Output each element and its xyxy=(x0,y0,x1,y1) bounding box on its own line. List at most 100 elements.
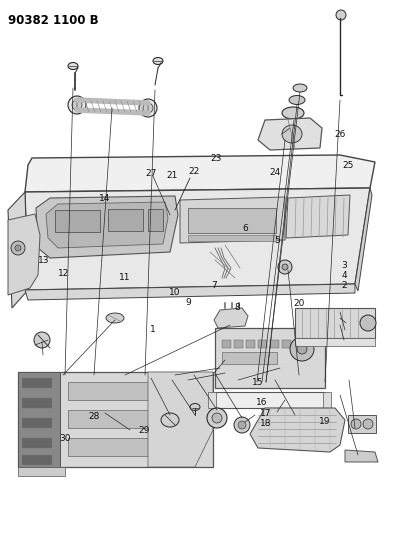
Bar xyxy=(22,438,52,448)
Bar xyxy=(295,338,375,346)
Ellipse shape xyxy=(289,95,305,104)
Circle shape xyxy=(143,103,153,113)
Text: 27: 27 xyxy=(146,169,157,177)
Bar xyxy=(208,392,216,408)
Circle shape xyxy=(11,241,25,255)
Bar xyxy=(68,382,198,400)
Text: 17: 17 xyxy=(260,409,272,417)
Bar xyxy=(215,392,325,408)
Text: 19: 19 xyxy=(319,417,331,425)
Circle shape xyxy=(139,99,157,117)
Bar xyxy=(68,410,198,428)
Circle shape xyxy=(68,96,86,114)
Ellipse shape xyxy=(282,125,302,143)
Circle shape xyxy=(360,315,376,331)
Circle shape xyxy=(363,419,373,429)
Bar xyxy=(348,415,376,433)
Text: 23: 23 xyxy=(210,155,221,163)
Bar xyxy=(22,418,52,428)
Bar xyxy=(22,398,52,408)
Text: 14: 14 xyxy=(99,195,110,203)
Polygon shape xyxy=(148,372,213,467)
Ellipse shape xyxy=(190,403,200,410)
Text: 1: 1 xyxy=(150,325,155,334)
Text: 20: 20 xyxy=(293,300,305,308)
Text: 29: 29 xyxy=(139,426,150,435)
Polygon shape xyxy=(25,284,355,300)
Bar xyxy=(215,328,325,388)
Circle shape xyxy=(238,421,246,429)
Circle shape xyxy=(34,332,50,348)
Text: 8: 8 xyxy=(235,303,240,311)
Circle shape xyxy=(212,413,222,423)
Text: 2: 2 xyxy=(342,281,347,289)
Text: 12: 12 xyxy=(58,269,69,278)
Ellipse shape xyxy=(293,84,307,92)
Bar xyxy=(222,340,231,348)
Bar xyxy=(22,455,52,465)
Text: 28: 28 xyxy=(89,413,100,421)
Polygon shape xyxy=(25,155,375,192)
Circle shape xyxy=(207,408,227,428)
Polygon shape xyxy=(46,202,168,248)
Ellipse shape xyxy=(282,107,304,119)
Text: 9: 9 xyxy=(185,298,191,307)
Bar xyxy=(295,308,375,338)
Bar xyxy=(246,340,255,348)
Text: 18: 18 xyxy=(260,419,272,428)
Polygon shape xyxy=(36,196,178,258)
Polygon shape xyxy=(286,195,350,238)
Circle shape xyxy=(290,337,314,361)
Polygon shape xyxy=(258,118,322,150)
Polygon shape xyxy=(355,188,372,291)
Bar xyxy=(282,340,291,348)
Ellipse shape xyxy=(106,313,124,323)
Text: 7: 7 xyxy=(211,281,217,289)
Text: 26: 26 xyxy=(334,131,345,139)
Bar xyxy=(188,208,276,233)
Text: 22: 22 xyxy=(188,167,200,176)
Circle shape xyxy=(282,264,288,270)
Text: 13: 13 xyxy=(38,256,50,264)
Circle shape xyxy=(297,344,307,354)
Polygon shape xyxy=(18,467,65,476)
Circle shape xyxy=(351,419,361,429)
Polygon shape xyxy=(8,214,40,295)
Text: 25: 25 xyxy=(343,161,354,169)
Text: 21: 21 xyxy=(167,172,178,180)
Text: 16: 16 xyxy=(255,398,267,407)
Bar xyxy=(108,209,143,231)
Text: 15: 15 xyxy=(251,378,263,387)
Text: 3: 3 xyxy=(342,261,347,270)
Polygon shape xyxy=(8,192,28,308)
Text: 11: 11 xyxy=(119,273,131,281)
Bar xyxy=(222,352,277,364)
Text: 5: 5 xyxy=(274,237,280,245)
Polygon shape xyxy=(250,408,345,452)
Text: 30: 30 xyxy=(59,434,70,442)
Circle shape xyxy=(234,417,250,433)
Bar xyxy=(258,340,267,348)
Circle shape xyxy=(15,245,21,251)
Circle shape xyxy=(72,100,82,110)
Bar xyxy=(55,210,100,232)
Polygon shape xyxy=(180,197,285,243)
Text: 4: 4 xyxy=(342,271,347,279)
Bar xyxy=(18,372,213,467)
Circle shape xyxy=(278,260,292,274)
Polygon shape xyxy=(345,450,378,462)
Bar xyxy=(270,340,279,348)
Polygon shape xyxy=(214,308,248,328)
Ellipse shape xyxy=(161,413,179,427)
Circle shape xyxy=(336,10,346,20)
Text: 6: 6 xyxy=(243,224,248,232)
Bar xyxy=(68,438,198,456)
Bar xyxy=(188,235,276,241)
Bar xyxy=(148,209,163,231)
Ellipse shape xyxy=(153,58,163,64)
Bar xyxy=(18,372,60,467)
Polygon shape xyxy=(25,188,370,290)
Text: 24: 24 xyxy=(270,168,281,176)
Text: 90382 1100 B: 90382 1100 B xyxy=(8,14,99,27)
Ellipse shape xyxy=(68,62,78,69)
